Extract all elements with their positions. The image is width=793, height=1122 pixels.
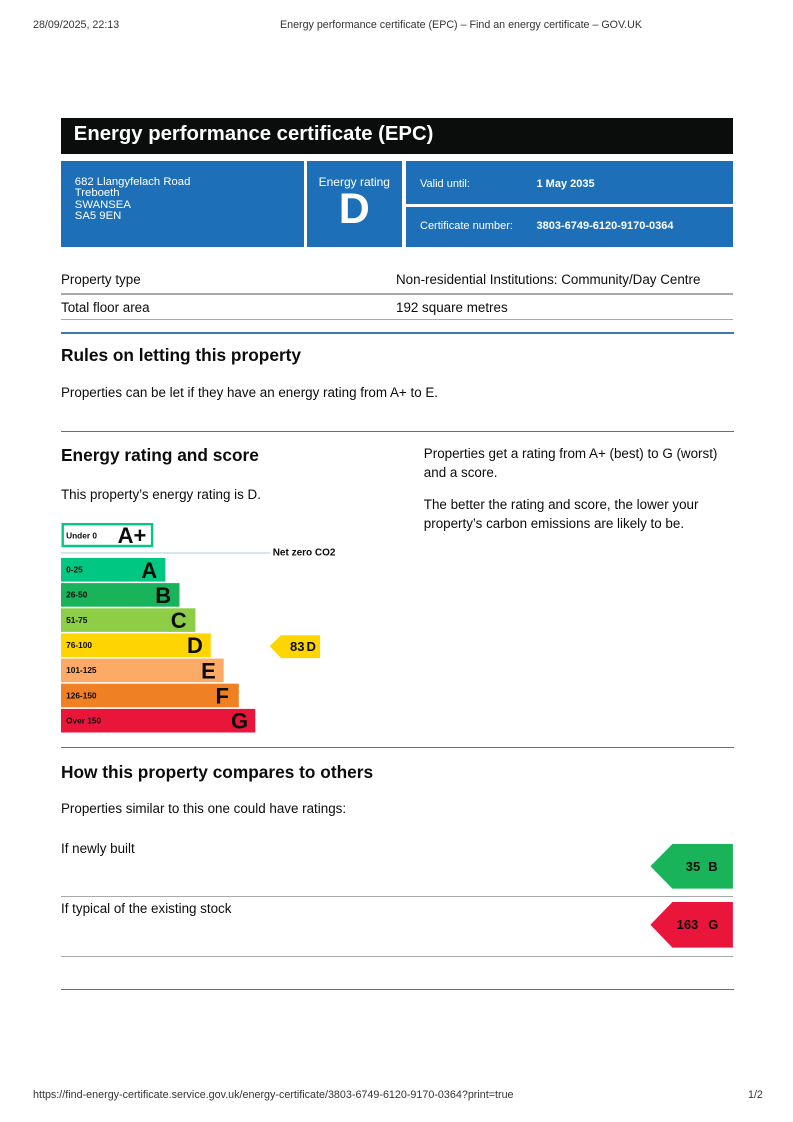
svg-text:B: B	[155, 583, 171, 608]
svg-text:163: 163	[677, 917, 699, 932]
svg-text:Under 0: Under 0	[66, 531, 97, 541]
svg-text:Over 150: Over 150	[66, 716, 101, 726]
svg-text:G: G	[231, 709, 248, 734]
svg-text:B: B	[708, 860, 717, 875]
svg-text:D: D	[307, 639, 316, 654]
svg-text:C: C	[171, 608, 187, 633]
svg-text:51-75: 51-75	[66, 615, 88, 625]
svg-text:126-150: 126-150	[66, 690, 97, 700]
svg-text:Net zero CO2: Net zero CO2	[273, 547, 336, 558]
svg-text:A+: A+	[118, 523, 147, 548]
svg-text:F: F	[215, 684, 228, 709]
svg-text:0-25: 0-25	[66, 565, 83, 575]
svg-text:76-100: 76-100	[66, 640, 92, 650]
svg-text:A: A	[141, 558, 157, 583]
svg-text:D: D	[187, 633, 203, 658]
svg-text:83: 83	[290, 639, 304, 654]
svg-text:35: 35	[686, 860, 700, 875]
svg-text:26-50: 26-50	[66, 590, 88, 600]
svg-text:101-125: 101-125	[66, 665, 97, 675]
svg-text:G: G	[708, 917, 718, 932]
svg-text:E: E	[201, 658, 216, 683]
